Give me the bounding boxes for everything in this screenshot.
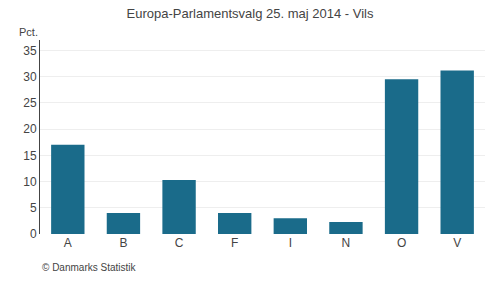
svg-text:20: 20	[23, 122, 37, 136]
svg-text:Europa-Parlamentsvalg 25. maj: Europa-Parlamentsvalg 25. maj 2014 - Vil…	[127, 6, 374, 21]
svg-text:C: C	[175, 236, 184, 250]
svg-text:25: 25	[23, 96, 37, 110]
svg-text:B: B	[119, 236, 127, 250]
svg-text:N: N	[342, 236, 351, 250]
svg-text:10: 10	[23, 175, 37, 189]
svg-text:Pct.: Pct.	[19, 26, 38, 38]
svg-text:O: O	[397, 236, 406, 250]
svg-text:A: A	[64, 236, 72, 250]
svg-text:F: F	[231, 236, 238, 250]
svg-text:5: 5	[30, 201, 37, 215]
svg-text:I: I	[289, 236, 292, 250]
svg-text:30: 30	[23, 70, 37, 84]
svg-text:0: 0	[30, 227, 37, 241]
svg-text:© Danmarks Statistik: © Danmarks Statistik	[42, 262, 137, 273]
svg-text:15: 15	[23, 149, 37, 163]
svg-text:35: 35	[23, 44, 37, 58]
svg-text:V: V	[453, 236, 461, 250]
